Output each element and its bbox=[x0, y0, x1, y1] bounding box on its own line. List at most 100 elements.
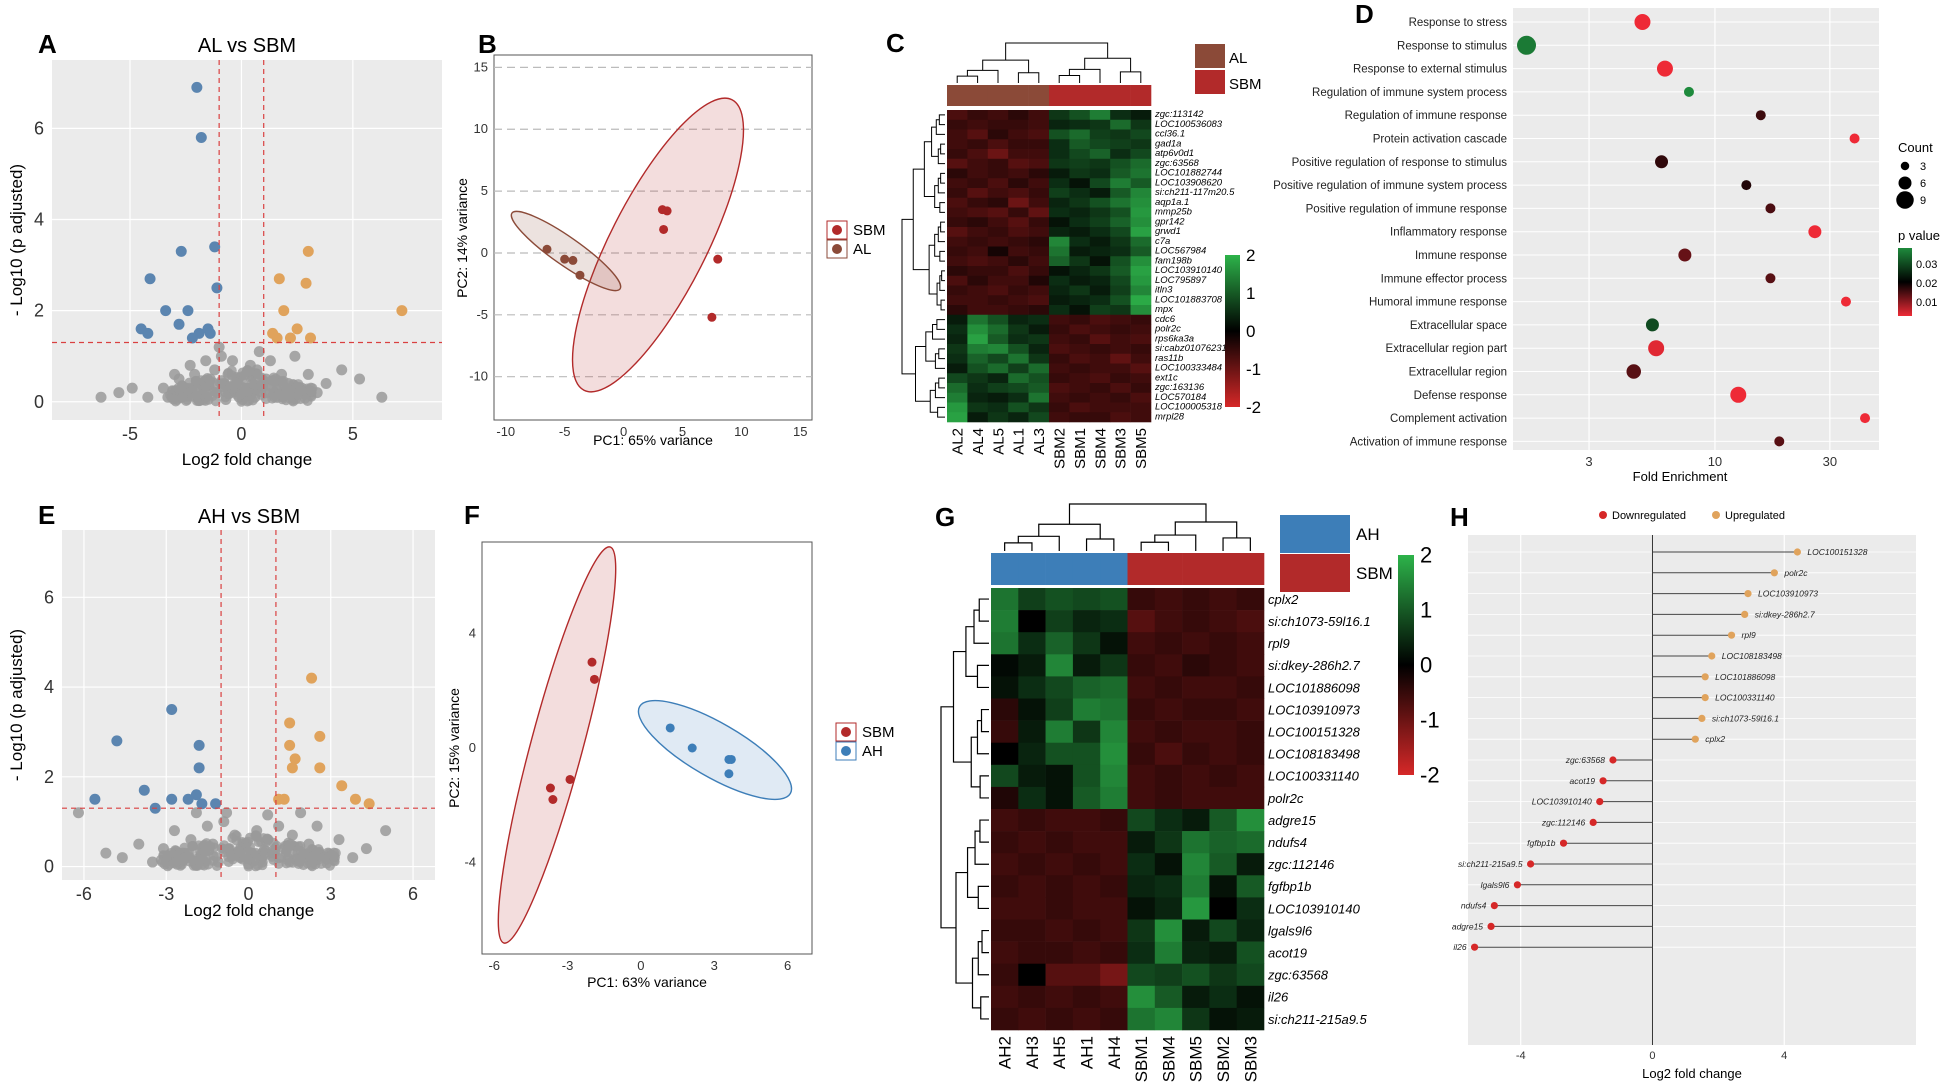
heatmap-g-cell bbox=[1072, 1007, 1101, 1031]
volcano-e-point-up bbox=[273, 793, 285, 805]
heatmap-g-cell bbox=[1045, 720, 1074, 743]
heatmap-g-col-dendro-branch bbox=[1085, 538, 1115, 551]
heatmap-c-cell bbox=[947, 266, 968, 277]
heatmap-g-gene-label: LOC101886098 bbox=[1268, 680, 1361, 695]
volcano-e-point-up bbox=[349, 793, 361, 805]
volcano-plot-ah-vs-sbm: AH vs SBM -6 -3 0 3 6 0 2 4 6 Log2 fold change -… bbox=[7, 506, 435, 920]
volcano-e-point-ns bbox=[280, 847, 291, 858]
heatmap-c-cell bbox=[1110, 110, 1131, 121]
heatmap-g-cell bbox=[1072, 786, 1101, 810]
pca-f-legend-sbm-dot bbox=[841, 727, 851, 737]
heatmap-c-dendrograms bbox=[901, 42, 1142, 418]
heatmap-g-cell bbox=[1018, 764, 1046, 788]
volcano-a-point-ns bbox=[213, 341, 225, 353]
heatmap-c-cell bbox=[1110, 305, 1131, 316]
heatmap-g-cell bbox=[991, 786, 1019, 810]
volcano-e-point-down bbox=[193, 739, 205, 751]
volcano-e-point-ns bbox=[100, 847, 112, 859]
heatmap-g-gene-label: fgfbp1b bbox=[1268, 879, 1311, 894]
heatmap-c-cell bbox=[1008, 168, 1029, 179]
heatmap-g-scale-tick: 1 bbox=[1420, 598, 1432, 623]
volcano-a-x-tick: 5 bbox=[348, 424, 358, 444]
heatmap-g-row-dendro-branch bbox=[973, 609, 989, 644]
heatmap-c-cell bbox=[1089, 373, 1111, 384]
heatmap-g-gene-labels: cplx2 si:ch1073-59l16.1 rpl9 si:dkey-286h2.… bbox=[1267, 592, 1371, 1027]
heatmap-g-gene-label: zgc:112146 bbox=[1267, 857, 1335, 872]
heatmap-c-cell bbox=[1069, 197, 1091, 208]
enrichment-ticks: 3 10 30 bbox=[1585, 454, 1837, 469]
heatmap-c-cell bbox=[1069, 314, 1091, 325]
heatmap-c-gene-label: fam198b bbox=[1155, 255, 1192, 266]
heatmap-g-cell bbox=[1127, 853, 1156, 876]
heatmap-g-sample-labels: AH2 AH3 AH5 AH1 AH4 SBM1 SBM4 SBM5 SBM2 SBM3 bbox=[996, 1036, 1261, 1082]
panel-letter-e: E bbox=[38, 500, 55, 530]
heatmap-c-legend-al: AL bbox=[1229, 50, 1247, 67]
heatmap-c-cell bbox=[1008, 227, 1029, 238]
heatmap-c-cell bbox=[1130, 383, 1152, 394]
volcano-a-point-ns bbox=[294, 386, 305, 397]
heatmap-g-cell bbox=[1072, 654, 1101, 677]
heatmap-c-cell bbox=[1130, 266, 1152, 277]
heatmap-g-cell bbox=[1127, 610, 1156, 633]
panel-letter-g: G bbox=[935, 502, 955, 532]
heatmap-g-cell bbox=[1154, 831, 1183, 854]
heatmap-g-cell bbox=[1209, 1007, 1237, 1031]
heatmap-c-cell bbox=[947, 119, 968, 130]
lollipop-point bbox=[1741, 610, 1749, 619]
heatmap-c-cell bbox=[1028, 178, 1050, 189]
enrichment-term-label: Activation of immune response bbox=[1350, 436, 1507, 448]
lollipop-x-tick: 0 bbox=[1649, 1050, 1655, 1062]
heatmap-c-cell bbox=[1130, 353, 1152, 364]
enrichment-point bbox=[1730, 386, 1747, 403]
heatmap-c-cell bbox=[1130, 139, 1152, 150]
heatmap-c-cell bbox=[1089, 119, 1111, 130]
heatmap-g-cell bbox=[1182, 1007, 1210, 1031]
pca-f-x-label: PC1: 63% variance bbox=[587, 974, 707, 990]
heatmap-c-cell bbox=[1028, 295, 1050, 306]
heatmap-c-cell bbox=[1049, 324, 1070, 335]
enrichment-term-label: Positive regulation of immune response bbox=[1306, 203, 1507, 215]
heatmap-g-row-dendro-branch bbox=[952, 650, 972, 763]
volcano-e-x-tick: -3 bbox=[158, 884, 174, 904]
heatmap-c-group-cell bbox=[1089, 85, 1111, 106]
enrichment-dot-plot: Response to stress Response to stimulus Re… bbox=[1273, 8, 1940, 484]
heatmap-g-cell bbox=[1236, 919, 1265, 942]
pca-b-y-tick: 10 bbox=[474, 121, 488, 136]
pca-b-point-sbm bbox=[659, 224, 669, 234]
volcano-a-point-ns bbox=[235, 388, 246, 399]
heatmap-g-row-dendro-branch bbox=[976, 720, 989, 755]
heatmap-g-cell bbox=[1209, 831, 1237, 854]
heatmap-c-cell bbox=[1069, 344, 1091, 355]
lollipop-gene-label: ndufs4 bbox=[1461, 901, 1487, 911]
volcano-a-point-ns bbox=[173, 383, 184, 394]
heatmap-c-cell bbox=[1130, 344, 1152, 355]
heatmap-g-cell bbox=[1236, 897, 1265, 920]
heatmap-g-gene-label: si:dkey-286h2.7 bbox=[1268, 658, 1361, 673]
heatmap-c-cell bbox=[967, 314, 989, 325]
heatmap-c-cell bbox=[1069, 256, 1091, 267]
heatmap-c-cell bbox=[1008, 178, 1029, 189]
heatmap-c-cell bbox=[987, 227, 1009, 238]
heatmap-c-cell bbox=[1008, 363, 1029, 374]
lollipop-gene-label: lgals9l6 bbox=[1481, 880, 1510, 890]
lollipop-point bbox=[1701, 673, 1709, 681]
heatmap-c-cell bbox=[1130, 207, 1152, 218]
heatmap-g-cell bbox=[1209, 676, 1237, 699]
volcano-e-point-down bbox=[89, 793, 101, 805]
volcano-a-point-ns bbox=[253, 346, 265, 358]
heatmap-c-cell bbox=[1130, 246, 1152, 257]
heatmap-c-cell bbox=[987, 168, 1009, 179]
heatmap-c-row-dendro-branch bbox=[925, 331, 936, 362]
volcano-e-gridlines bbox=[62, 530, 435, 880]
heatmap-g-sample-label: AH2 bbox=[996, 1036, 1015, 1069]
volcano-e-point-down bbox=[166, 793, 178, 805]
heatmap-g-cell bbox=[1045, 764, 1074, 788]
heatmap-c-gene-label: rps6ka3a bbox=[1155, 333, 1194, 344]
volcano-a-point-ns bbox=[113, 387, 125, 399]
heatmap-c-cell bbox=[1008, 353, 1029, 364]
heatmap-c-cell bbox=[987, 295, 1009, 306]
volcano-a-point-ns bbox=[278, 375, 289, 386]
heatmap-g-cell bbox=[1236, 610, 1265, 633]
volcano-a-point-ns bbox=[184, 359, 196, 371]
heatmap-g-cell bbox=[1154, 676, 1183, 699]
